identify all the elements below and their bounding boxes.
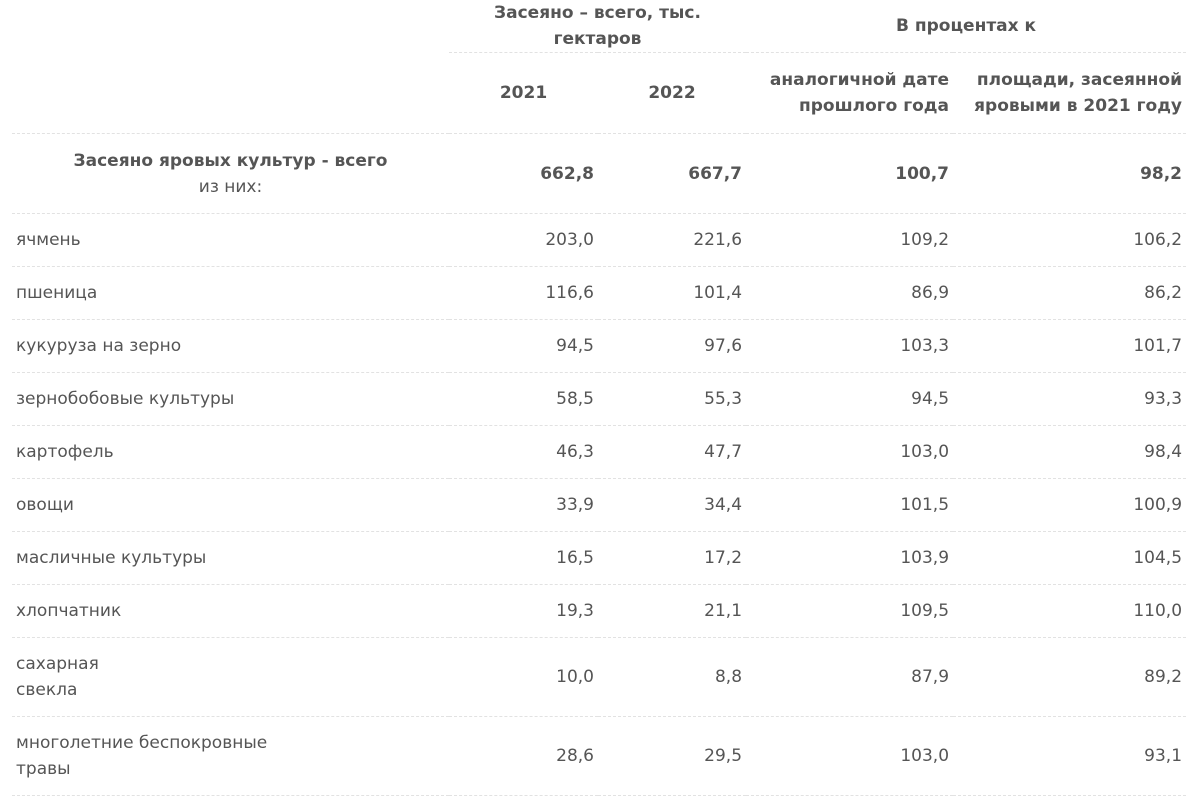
- pct-area-2021: 100,9: [953, 478, 1187, 532]
- value-2021: 19,3: [449, 584, 598, 638]
- total-sublabel: из них:: [198, 176, 263, 197]
- header-group-sown: Засеяно – всего, тыс. гектаров: [449, 0, 747, 53]
- pct-prev-year: 103,3: [746, 319, 954, 373]
- value-2021: 28,6: [449, 716, 598, 796]
- pct-prev-year: 109,2: [746, 213, 954, 267]
- header-year-2021: 2021: [449, 52, 598, 134]
- value-2021: 58,5: [449, 372, 598, 426]
- sown-area-table: Засеяно – всего, тыс. гектаров В процент…: [12, 0, 1187, 796]
- pct-prev-year: 103,0: [746, 425, 954, 479]
- crop-name: многолетние беспокровные травы: [16, 733, 268, 779]
- value-2021: 16,5: [449, 531, 598, 585]
- table-body: Засеяно яровых культур - всего из них: 6…: [12, 133, 1187, 796]
- table-row: пшеница 116,6 101,4 86,9 86,2: [12, 266, 1187, 320]
- crop-name: картофель: [12, 425, 449, 479]
- value-2021: 116,6: [449, 266, 598, 320]
- total-2021: 662,8: [449, 133, 598, 214]
- total-label: Засеяно яровых культур - всего: [73, 150, 388, 171]
- table-row: зернобобовые культуры 58,5 55,3 94,5 93,…: [12, 372, 1187, 426]
- crop-name-cell: многолетние беспокровные травы: [12, 716, 449, 796]
- value-2022: 97,6: [598, 319, 747, 373]
- table-row: многолетние беспокровные травы 28,6 29,5…: [12, 716, 1187, 796]
- value-2022: 34,4: [598, 478, 747, 532]
- value-2022: 55,3: [598, 372, 747, 426]
- total-pct-prev: 100,7: [746, 133, 954, 214]
- table-header: Засеяно – всего, тыс. гектаров В процент…: [12, 0, 1187, 134]
- header-row-columns: 2021 2022 аналогичной дате прошлого года…: [12, 52, 1187, 134]
- crop-name: масличные культуры: [12, 531, 449, 585]
- value-2022: 8,8: [598, 637, 747, 717]
- total-label-cell: Засеяно яровых культур - всего из них:: [12, 133, 449, 214]
- pct-prev-year: 103,0: [746, 716, 954, 796]
- pct-area-2021: 104,5: [953, 531, 1187, 585]
- pct-area-2021: 89,2: [953, 637, 1187, 717]
- pct-area-2021: 106,2: [953, 213, 1187, 267]
- pct-prev-year: 101,5: [746, 478, 954, 532]
- crop-name: хлопчатник: [12, 584, 449, 638]
- pct-area-2021: 86,2: [953, 266, 1187, 320]
- value-2022: 29,5: [598, 716, 747, 796]
- total-pct-area: 98,2: [953, 133, 1187, 214]
- value-2022: 17,2: [598, 531, 747, 585]
- table-row: масличные культуры 16,5 17,2 103,9 104,5: [12, 531, 1187, 585]
- table-row: кукуруза на зерно 94,5 97,6 103,3 101,7: [12, 319, 1187, 373]
- crop-name: зернобобовые культуры: [12, 372, 449, 426]
- total-row: Засеяно яровых культур - всего из них: 6…: [12, 133, 1187, 214]
- header-corner-lower: [12, 52, 449, 134]
- value-2022: 101,4: [598, 266, 747, 320]
- header-group-percent: В процентах к: [746, 0, 1187, 53]
- pct-area-2021: 93,3: [953, 372, 1187, 426]
- pct-area-2021: 110,0: [953, 584, 1187, 638]
- crop-name: ячмень: [12, 213, 449, 267]
- header-pct-prev-year: аналогичной дате прошлого года: [746, 52, 954, 134]
- pct-prev-year: 94,5: [746, 372, 954, 426]
- pct-prev-year: 86,9: [746, 266, 954, 320]
- crop-name: сахарная свекла: [16, 654, 99, 700]
- value-2021: 10,0: [449, 637, 598, 717]
- header-year-2022: 2022: [598, 52, 747, 134]
- crop-name: пшеница: [12, 266, 449, 320]
- table-row: овощи 33,9 34,4 101,5 100,9: [12, 478, 1187, 532]
- pct-prev-year: 103,9: [746, 531, 954, 585]
- table-row: хлопчатник 19,3 21,1 109,5 110,0: [12, 584, 1187, 638]
- header-pct-area-2021: площади, засеянной яровыми в 2021 году: [953, 52, 1187, 134]
- table-row: сахарная свекла 10,0 8,8 87,9 89,2: [12, 637, 1187, 717]
- pct-prev-year: 109,5: [746, 584, 954, 638]
- pct-prev-year: 87,9: [746, 637, 954, 717]
- value-2021: 94,5: [449, 319, 598, 373]
- header-row-groups: Засеяно – всего, тыс. гектаров В процент…: [12, 0, 1187, 53]
- value-2021: 46,3: [449, 425, 598, 479]
- value-2021: 203,0: [449, 213, 598, 267]
- crop-name-cell: сахарная свекла: [12, 637, 449, 717]
- value-2022: 221,6: [598, 213, 747, 267]
- pct-area-2021: 93,1: [953, 716, 1187, 796]
- total-2022: 667,7: [598, 133, 747, 214]
- value-2022: 47,7: [598, 425, 747, 479]
- value-2021: 33,9: [449, 478, 598, 532]
- crop-name: кукуруза на зерно: [12, 319, 449, 373]
- table-row: картофель 46,3 47,7 103,0 98,4: [12, 425, 1187, 479]
- value-2022: 21,1: [598, 584, 747, 638]
- pct-area-2021: 98,4: [953, 425, 1187, 479]
- header-corner: [12, 0, 449, 53]
- table-row: ячмень 203,0 221,6 109,2 106,2: [12, 213, 1187, 267]
- pct-area-2021: 101,7: [953, 319, 1187, 373]
- crop-name: овощи: [12, 478, 449, 532]
